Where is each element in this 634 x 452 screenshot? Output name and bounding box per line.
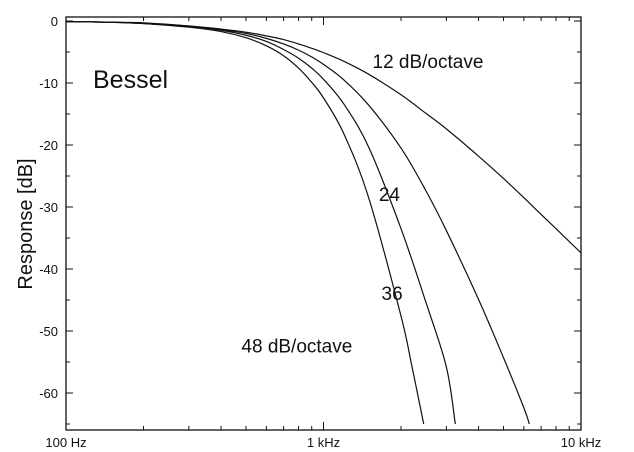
series-annotation: 36 (382, 284, 403, 305)
x-tick-label: 1 kHz (307, 435, 340, 450)
series-line-1 (65, 21, 582, 254)
y-tick-label: -50 (39, 324, 58, 339)
series-annotation: 48 dB/octave (241, 337, 352, 358)
y-tick-label: -60 (39, 386, 58, 401)
y-axis-label: Response [dB] (15, 158, 37, 289)
x-tick-label: 100 Hz (45, 435, 86, 450)
series-line-4 (65, 21, 425, 425)
chart-title: Bessel (93, 66, 168, 94)
y-tick-label: -10 (39, 76, 58, 91)
y-tick-label: -40 (39, 262, 58, 277)
x-tick-label: 10 kHz (561, 435, 601, 450)
ticks-layer: 0 -10 -20 -30 -40 -50 -60 100 Hz 1 kHz 10 kHz (39, 14, 601, 450)
annotations-layer: 12 dB/octave 24 36 48 dB/octave (241, 52, 483, 358)
curves-layer (65, 21, 582, 425)
y-tick-label: -30 (39, 200, 58, 215)
y-tick-label: 0 (51, 14, 58, 29)
series-annotation: 24 (379, 185, 401, 206)
y-tick-label: -20 (39, 138, 58, 153)
series-line-2 (65, 21, 530, 425)
series-annotation: 12 dB/octave (373, 52, 484, 73)
